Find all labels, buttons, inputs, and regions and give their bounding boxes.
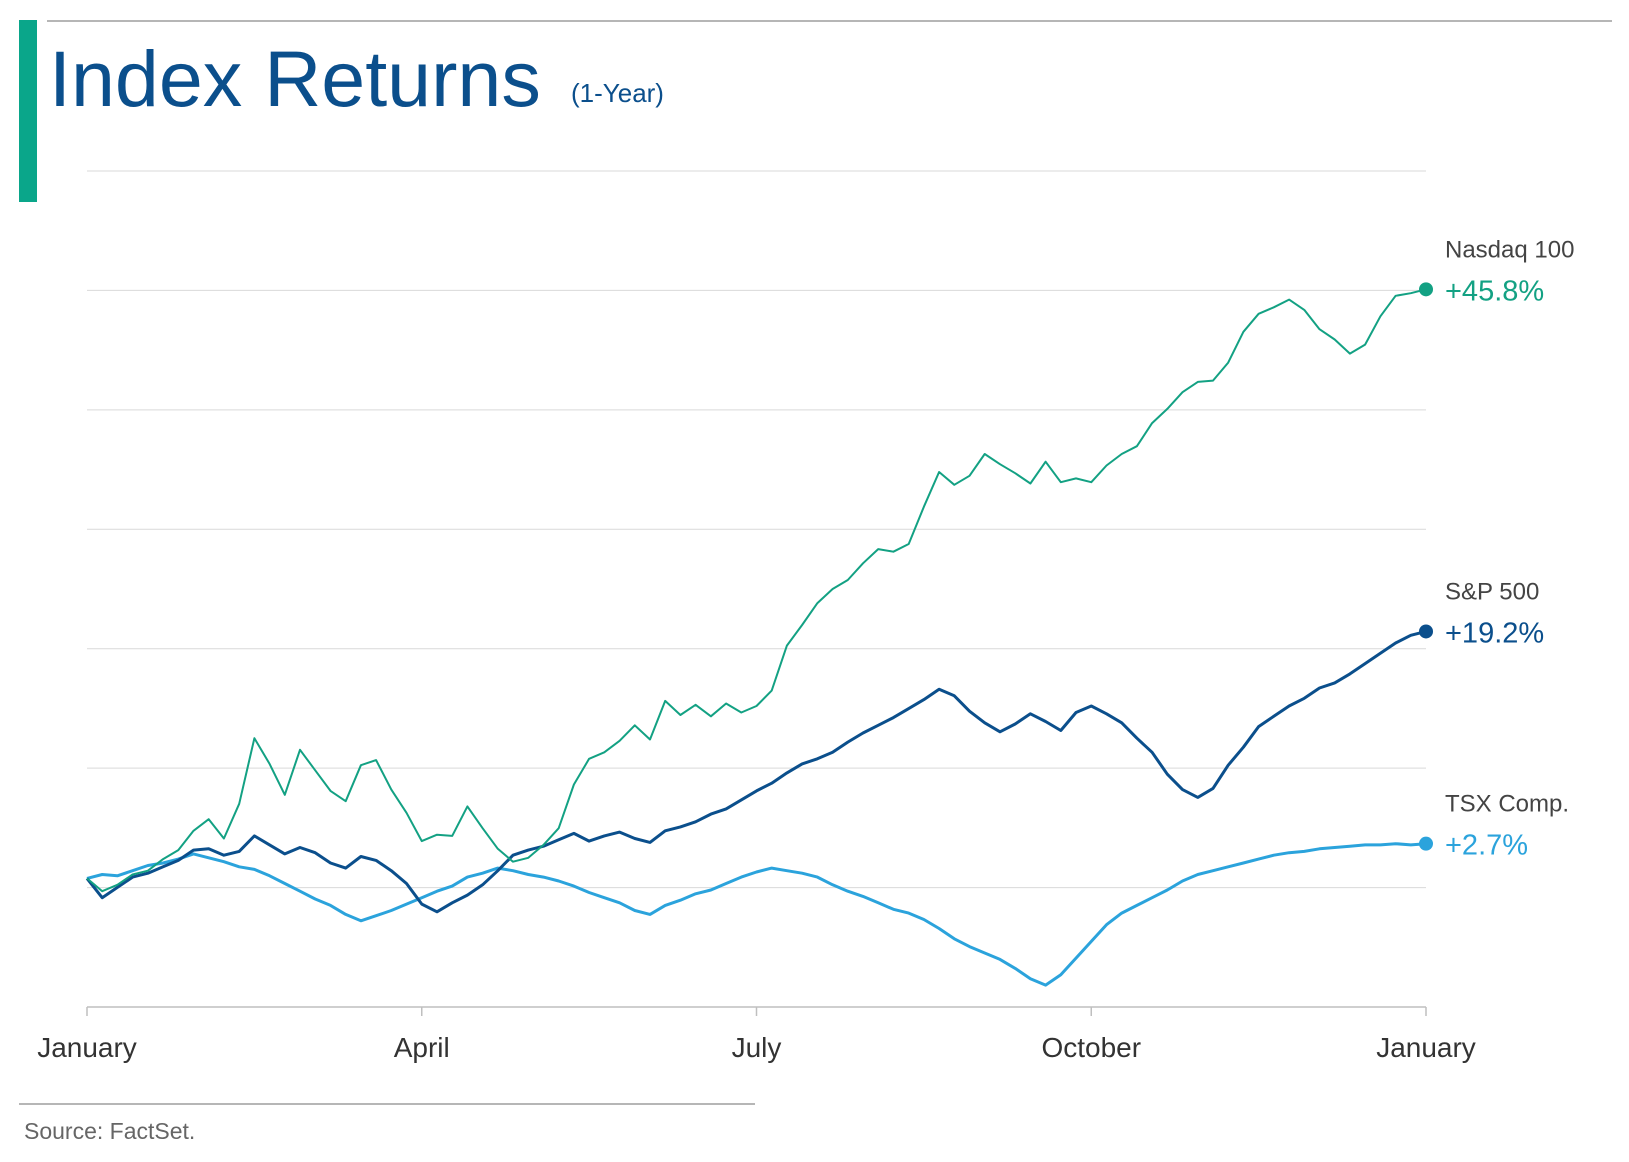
x-tick-label: April	[394, 1032, 450, 1063]
series-end-marker	[1419, 836, 1433, 851]
chart-title: Index Returns	[49, 34, 541, 123]
gridlines	[87, 170, 1426, 889]
series-end-marker	[1419, 624, 1433, 639]
x-tick-label: October	[1041, 1032, 1141, 1063]
x-tick-label: July	[732, 1032, 782, 1063]
series-line-s-p-500	[85, 629, 1427, 914]
chart-subtitle: (1-Year)	[571, 78, 664, 108]
x-tick-label: January	[37, 1032, 137, 1063]
series-lines	[85, 288, 1427, 987]
series-name-label: TSX Comp.	[1445, 791, 1569, 818]
title-accent-bar	[19, 20, 37, 202]
x-axis: January April July October January	[37, 1006, 1476, 1063]
series-end-labels: TSX Comp. +2.7% S&P 500 +19.2% Nasdaq 100 +45…	[1419, 236, 1574, 862]
series-value-label: +2.7%	[1445, 830, 1528, 862]
series-end-marker	[1419, 282, 1433, 297]
series-line-tsx-comp	[86, 842, 1427, 987]
x-tick-label: January	[1376, 1032, 1476, 1063]
series-value-label: +45.8%	[1445, 275, 1544, 307]
series-name-label: Nasdaq 100	[1445, 236, 1574, 263]
series-line-nasdaq-100	[86, 288, 1427, 893]
series-name-label: S&P 500	[1445, 578, 1539, 605]
source-note: Source: FactSet.	[24, 1118, 195, 1144]
series-value-label: +19.2%	[1445, 617, 1544, 649]
